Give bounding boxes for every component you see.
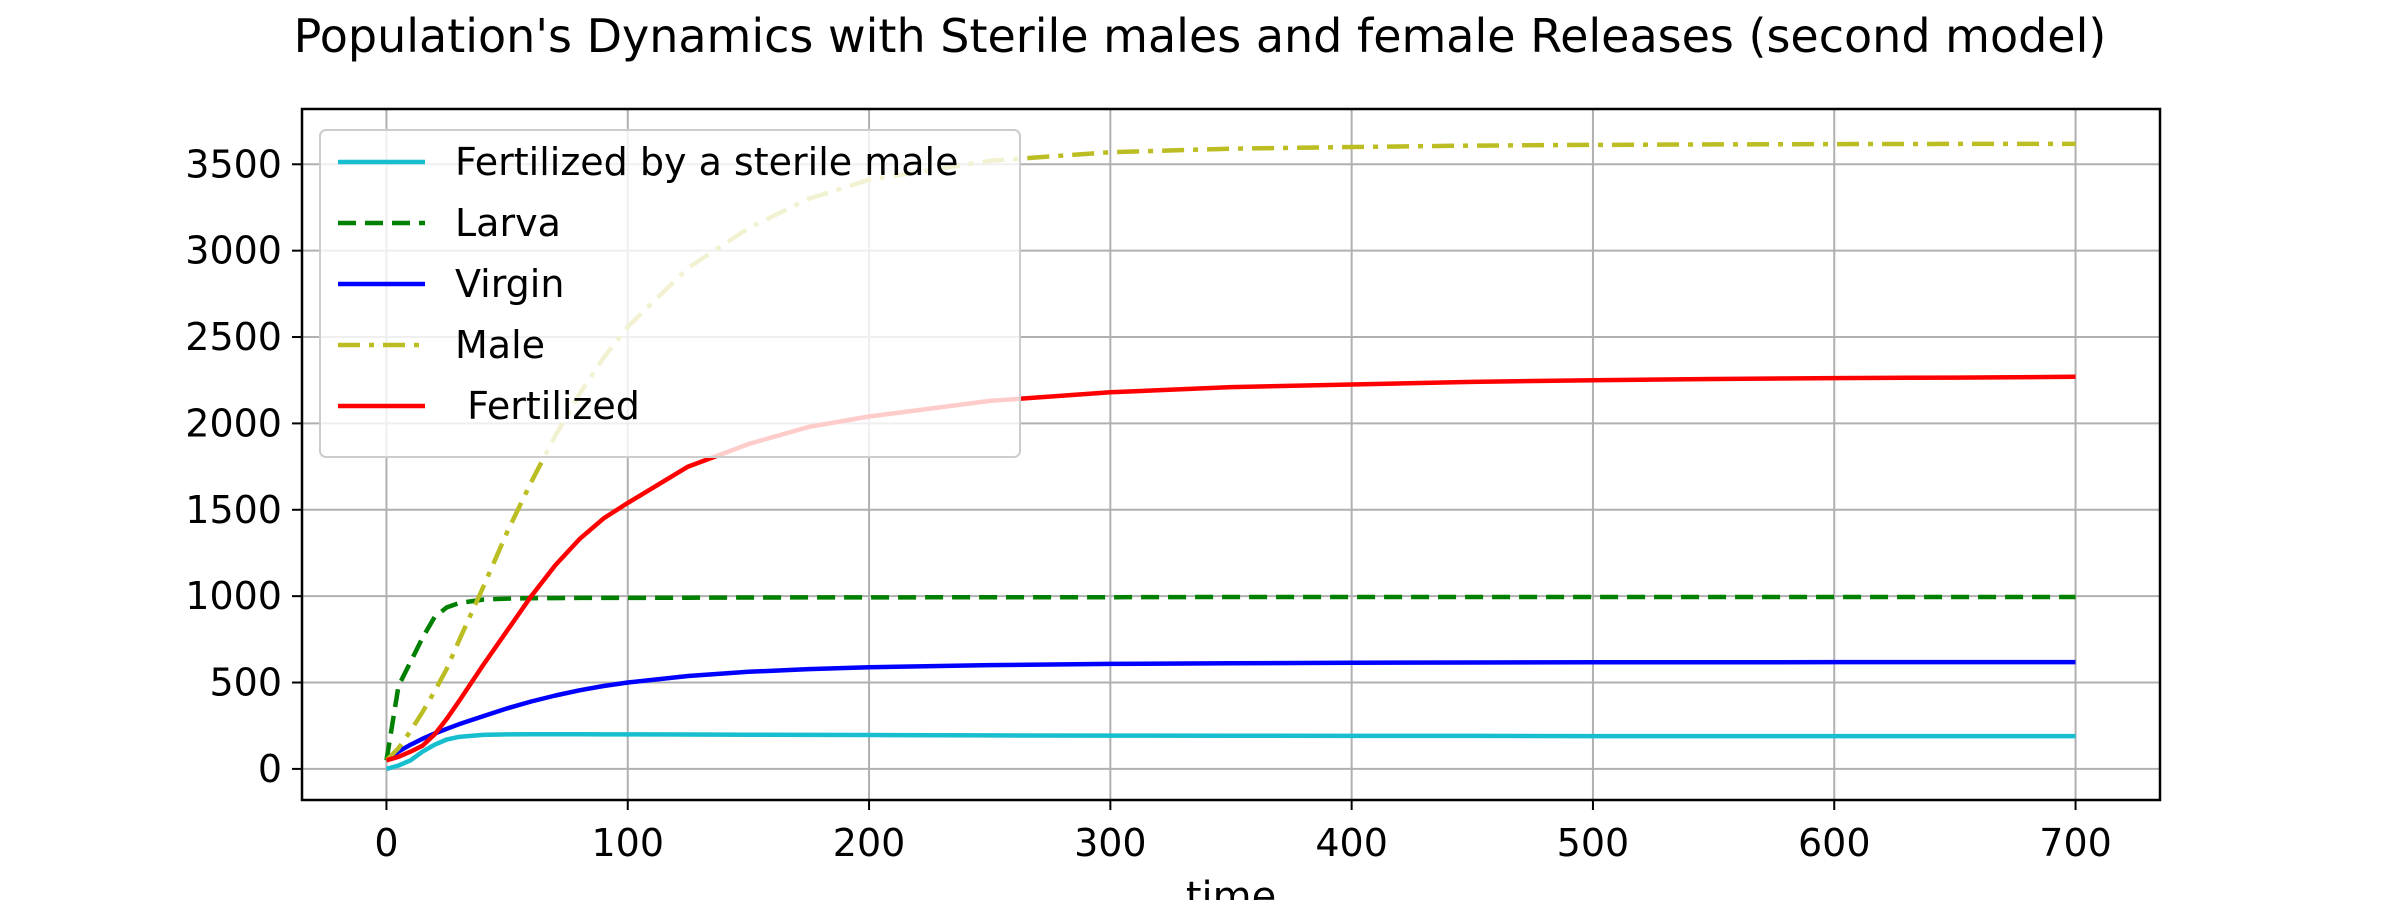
series-line-3 [385,659,2076,763]
series-line-2 [384,594,2076,761]
x-tick-label: 0 [374,821,398,865]
y-tick-label: 2000 [185,401,282,445]
x-axis-label: time [1186,874,1276,900]
legend: Fertilized by a sterile male Larva Virgin M… [319,129,1021,458]
y-tick-label: 0 [258,747,282,791]
y-tick-label: 3000 [185,229,282,273]
legend-label-3: Virgin [455,262,564,306]
legend-label-2: Larva [455,201,561,245]
legend-box [319,129,1021,458]
x-tick-label: 100 [591,821,664,865]
series-line-5 [385,374,2076,763]
plot-frame [300,107,2162,802]
x-tick-label: 600 [1798,821,1871,865]
y-tick-label: 2500 [185,315,282,359]
series-layer [384,141,2076,772]
x-tick-label: 500 [1557,821,1630,865]
x-tick-label: 400 [1315,821,1388,865]
y-tick-label: 500 [209,661,282,705]
x-axis: 0 100 200 300 400 500 600 700 [374,800,2112,865]
legend-label-4: Male [455,323,545,367]
legend-label-1: Fertilized by a sterile male [455,140,958,184]
series-line-1 [385,731,2076,772]
y-tick-label: 3500 [185,142,282,186]
x-tick-label: 700 [2039,821,2112,865]
y-tick-label: 1000 [185,574,282,618]
chart-title: Population's Dynamics with Sterile males… [294,9,2107,63]
y-tick-label: 1500 [185,488,282,532]
x-tick-label: 200 [833,821,906,865]
legend-label-5: Fertilized [455,384,640,428]
y-axis: 0 500 1000 1500 2000 2500 3000 3500 [185,142,302,791]
x-tick-label: 300 [1074,821,1147,865]
